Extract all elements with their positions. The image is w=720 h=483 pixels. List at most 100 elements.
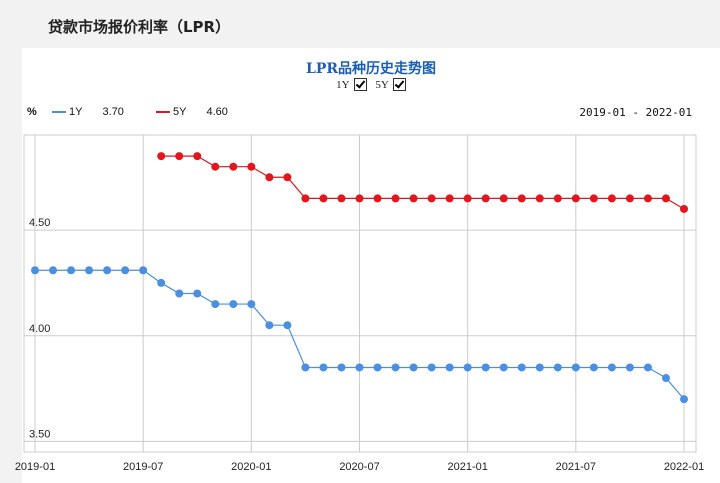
data-point-1y [625, 363, 634, 372]
legend-value-5y: 4.60 [206, 106, 228, 118]
data-point-1y [680, 395, 688, 404]
data-point-1y [49, 266, 58, 275]
data-point-1y [607, 363, 616, 372]
data-point-1y [643, 363, 652, 372]
unit-label: % [27, 106, 37, 118]
data-point-1y [571, 363, 580, 372]
data-point-1y [85, 266, 94, 275]
data-point-5y [355, 194, 364, 203]
data-point-1y [157, 278, 166, 287]
data-point-5y [229, 162, 238, 171]
y-tick-label: 3.50 [29, 428, 50, 440]
page-title: 贷款市场报价利率（LPR） [48, 18, 231, 36]
legend-swatch-1y [52, 111, 66, 113]
series-line-5y [161, 155, 685, 210]
legend-swatch-5y [156, 111, 170, 113]
data-point-5y [391, 194, 400, 203]
toggle-1y-checkbox[interactable] [353, 78, 367, 91]
data-point-1y [373, 363, 382, 372]
data-point-5y [247, 162, 256, 171]
series-toggles: 1Y 5Y [22, 78, 720, 91]
data-point-5y [157, 152, 166, 161]
data-point-1y [319, 363, 328, 372]
data-point-5y [517, 194, 526, 203]
data-point-5y [535, 194, 544, 203]
data-point-1y [103, 266, 112, 275]
data-point-5y [175, 152, 184, 161]
legend-name-5y: 5Y [173, 106, 187, 118]
data-point-5y [445, 194, 454, 203]
data-point-1y [535, 363, 544, 372]
data-point-5y [680, 204, 688, 213]
data-point-1y [391, 363, 400, 372]
toggle-1y[interactable]: 1Y [336, 78, 367, 91]
data-point-5y [265, 173, 274, 182]
data-point-1y [661, 374, 670, 383]
data-point-1y [211, 300, 220, 309]
data-point-5y [427, 194, 436, 203]
toggle-5y-checkbox[interactable] [392, 78, 406, 91]
data-point-1y [247, 300, 256, 309]
x-tick-label: 2021-07 [556, 461, 596, 473]
data-point-1y [409, 363, 418, 372]
data-point-5y [499, 194, 508, 203]
data-point-1y [193, 289, 202, 298]
data-point-5y [409, 194, 418, 203]
chart-panel: LPR品种历史走势图 1Y 5Y [22, 48, 720, 483]
data-point-1y [553, 363, 562, 372]
data-point-1y [517, 363, 526, 372]
data-point-5y [283, 173, 292, 182]
legend-item-5y: 5Y 4.60 [156, 106, 228, 118]
data-point-1y [355, 363, 364, 372]
legend-name-1y: 1Y [69, 106, 83, 118]
data-point-5y [211, 162, 220, 171]
date-range-label: 2019-01 - 2022-01 [579, 106, 692, 119]
y-tick-label: 4.50 [29, 217, 50, 229]
toggle-5y[interactable]: 5Y [375, 78, 406, 91]
data-point-5y [337, 194, 346, 203]
data-point-1y [139, 266, 148, 275]
data-point-1y [481, 363, 490, 372]
toggle-1y-label: 1Y [336, 78, 350, 91]
x-tick-label: 2021-01 [447, 461, 487, 473]
data-point-1y [229, 300, 238, 309]
data-point-1y [31, 266, 39, 275]
data-point-1y [463, 363, 472, 372]
x-tick-label: 2020-07 [339, 461, 379, 473]
x-tick-label: 2020-01 [231, 461, 271, 473]
data-point-1y [445, 363, 454, 372]
data-point-1y [283, 321, 292, 330]
data-point-5y [643, 194, 652, 203]
data-point-5y [625, 194, 634, 203]
data-point-5y [589, 194, 598, 203]
y-tick-label: 4.00 [29, 323, 50, 335]
data-point-5y [463, 194, 472, 203]
data-point-5y [301, 194, 310, 203]
data-point-1y [121, 266, 130, 275]
data-point-5y [607, 194, 616, 203]
data-point-1y [301, 363, 310, 372]
data-point-5y [481, 194, 490, 203]
data-point-5y [661, 194, 670, 203]
data-point-1y [337, 363, 346, 372]
data-point-5y [373, 194, 382, 203]
legend-value-1y: 3.70 [102, 106, 124, 118]
data-point-5y [571, 194, 580, 203]
chart-title: LPR品种历史走势图 [305, 61, 436, 77]
data-point-1y [499, 363, 508, 372]
data-point-5y [193, 152, 202, 161]
toggle-5y-label: 5Y [375, 78, 389, 91]
data-point-1y [265, 321, 274, 330]
data-point-1y [67, 266, 76, 275]
data-point-5y [553, 194, 562, 203]
x-tick-label: 2019-01 [15, 461, 55, 473]
x-tick-label: 2019-07 [123, 461, 163, 473]
data-point-1y [175, 289, 184, 298]
legend-row: % 1Y 3.70 5Y 4.60 2019-01 - 2022-01 [0, 106, 720, 122]
x-tick-label: 2022-01 [664, 461, 704, 473]
legend-item-1y: 1Y 3.70 [52, 106, 124, 118]
data-point-5y [319, 194, 328, 203]
data-point-1y [589, 363, 598, 372]
data-point-1y [427, 363, 436, 372]
